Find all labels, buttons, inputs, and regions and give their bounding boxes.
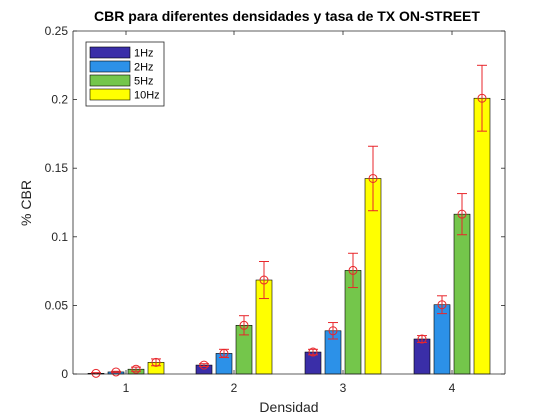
y-tick-label-0.1: 0.1 [51, 230, 68, 244]
y-ticks-group: 0 0.05 0.1 0.15 0.2 0.25 [45, 24, 505, 381]
mean-marker-2Hz-2 [219, 348, 229, 358]
mean-marker-2Hz-1 [111, 367, 121, 377]
mean-marker-1Hz-3 [308, 347, 318, 357]
mean-marker-10Hz-4 [477, 93, 487, 103]
mean-marker-10Hz-3 [368, 173, 378, 183]
mean-marker-5Hz-2 [239, 320, 249, 330]
y-tick-label-0: 0 [61, 367, 68, 381]
mean-marker-5Hz-3 [348, 265, 358, 275]
mean-marker-2Hz-4 [437, 300, 447, 310]
legend-swatch-2Hz [89, 60, 131, 73]
mean-marker-1Hz-1 [91, 368, 101, 378]
y-tick-label-0.05: 0.05 [45, 298, 69, 312]
legend-swatch-10Hz [89, 88, 131, 101]
y-tick-label-0.2: 0.2 [51, 93, 68, 107]
y-tick-label-0.15: 0.15 [45, 161, 69, 175]
y-axis-label: % CBR [18, 180, 34, 226]
legend-swatch-1Hz [89, 46, 131, 59]
mean-marker-1Hz-2 [199, 360, 209, 370]
legend-label-1Hz: 1Hz [134, 48, 154, 60]
legend-label-2Hz: 2Hz [134, 62, 154, 74]
bar-5Hz-4 [453, 213, 471, 375]
x-tick-label-2: 2 [231, 381, 238, 395]
x-ticks-group: 1 2 3 4 [123, 31, 456, 395]
x-axis-label: Densidad [259, 399, 318, 415]
legend-label-5Hz: 5Hz [134, 76, 154, 88]
mean-marker-2Hz-3 [328, 326, 338, 336]
legend-swatch-5Hz [89, 74, 131, 87]
mean-marker-10Hz-1 [151, 357, 161, 367]
mean-marker-10Hz-2 [259, 275, 269, 285]
bar-1Hz-3 [304, 351, 322, 375]
x-tick-label-1: 1 [123, 381, 130, 395]
y-tick-label-0.25: 0.25 [45, 24, 69, 38]
mean-marker-5Hz-1 [131, 364, 141, 374]
bar-10Hz-4 [473, 97, 491, 375]
mean-marker-1Hz-4 [417, 334, 427, 344]
mean-marker-5Hz-4 [457, 209, 467, 219]
chart-title: CBR para diferentes densidades y tasa de… [94, 8, 480, 24]
bar-1Hz-4 [413, 338, 431, 375]
bar-2Hz-4 [433, 304, 451, 375]
x-tick-label-4: 4 [449, 381, 456, 395]
legend: 1Hz 2Hz 5Hz 10Hz [85, 41, 165, 107]
legend-label-10Hz: 10Hz [134, 90, 160, 102]
x-tick-label-3: 3 [340, 381, 347, 395]
